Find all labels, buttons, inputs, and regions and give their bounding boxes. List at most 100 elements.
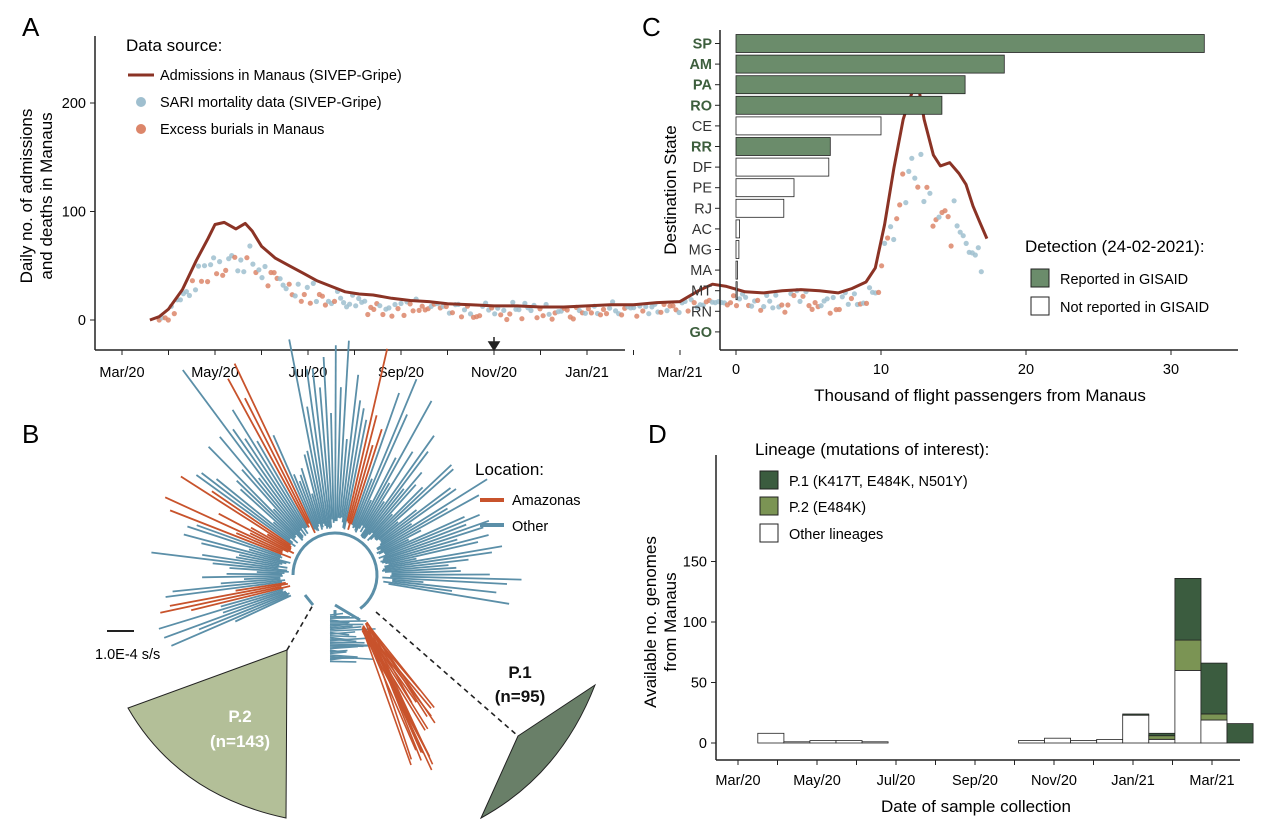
sari-point: [235, 268, 241, 274]
sari-point: [646, 311, 652, 317]
legend-p1-swatch: [759, 470, 779, 490]
tree-branch: [293, 474, 318, 531]
sari-point: [546, 311, 552, 317]
tree-branch: [202, 575, 283, 579]
panel-a-x-tick-label: Sep/20: [378, 365, 424, 381]
sari-point: [492, 311, 498, 317]
sari-point: [277, 276, 283, 282]
sari-point: [963, 240, 969, 246]
tree-branch: [363, 451, 414, 529]
sari-point: [313, 298, 319, 305]
tree-branch: [359, 482, 391, 533]
tree-branch: [300, 467, 320, 525]
state-label-rj: RJ: [694, 201, 712, 217]
tree-branch: [366, 513, 394, 542]
legend-other-lineages-swatch: [759, 523, 779, 543]
panel-label-d: D: [648, 419, 667, 449]
tree-branch: [239, 488, 296, 540]
burial-point: [265, 283, 271, 289]
tree-branch: [379, 522, 413, 546]
state-label-rr: RR: [691, 140, 712, 156]
bar-ma: [735, 260, 738, 280]
tree-branch: [329, 631, 356, 635]
burial-point: [879, 263, 885, 269]
tree-branch: [388, 557, 417, 566]
burial-point: [244, 255, 250, 261]
burial-point: [658, 309, 664, 315]
burial-point: [365, 311, 371, 318]
sari-point: [770, 305, 776, 311]
stacked-bar-segment: [835, 740, 863, 744]
tree-branch: [378, 509, 418, 541]
bar-mt: [735, 281, 738, 301]
stacked-bar-segment: [1070, 740, 1098, 744]
tree-branch: [238, 554, 283, 565]
sari-point: [643, 304, 649, 310]
sari-point: [700, 302, 706, 308]
sari-point: [936, 214, 942, 220]
burial-point: [198, 278, 205, 284]
tree-branch: [235, 532, 283, 554]
tree-branch: [334, 345, 337, 522]
panel-a-y-label-line1: Daily no. of admissions: [17, 109, 36, 284]
sari-point: [610, 299, 616, 305]
burial-point: [809, 306, 815, 312]
sari-point: [906, 168, 912, 174]
legend-reported-swatch: [1030, 268, 1050, 288]
burial-point: [564, 307, 570, 313]
legend-p2-swatch: [759, 496, 779, 516]
panel-d-y-tick-label: 150: [683, 555, 707, 571]
burial-point: [477, 313, 483, 319]
stacked-bar-segment: [1200, 713, 1228, 721]
stacked-bar-segment: [1148, 739, 1176, 744]
sari-point: [954, 223, 960, 229]
tree-branch: [383, 519, 490, 559]
burial-point: [271, 270, 277, 276]
stacked-bar-segment: [1174, 639, 1202, 671]
stacked-bar-segment: [1122, 714, 1150, 744]
sari-point: [736, 296, 743, 302]
tree-branch: [373, 464, 453, 539]
sari-point: [211, 255, 217, 261]
stacked-bar-segment: [1018, 740, 1046, 744]
tree-branch: [329, 641, 365, 644]
legend-amazonas-label: Amazonas: [512, 493, 581, 509]
panel-a-x-tick-label: Jan/21: [565, 365, 609, 381]
tree-branch: [329, 623, 348, 627]
panel-d-legend-title: Lineage (mutations of interest):: [755, 440, 989, 459]
panel-d-y-tick-label: 0: [699, 736, 707, 752]
scale-bar-label: 1.0E-4 s/s: [95, 647, 160, 663]
sari-point: [510, 299, 516, 305]
tree-branch: [220, 588, 284, 608]
burial-point: [640, 308, 646, 314]
tree-branch: [335, 387, 342, 522]
sari-point: [347, 301, 353, 307]
burial-point: [812, 300, 818, 306]
tree-branch: [169, 582, 289, 607]
panel-c-x-tick-label: 30: [1163, 362, 1179, 378]
sari-point: [866, 285, 873, 291]
panel-d-x-label: Date of sample collection: [881, 797, 1071, 816]
sari-point: [292, 293, 298, 299]
stacked-bar-segment: [1044, 737, 1072, 744]
state-label-mt: MT: [691, 284, 712, 300]
panel-d-x-tick-label: Sep/20: [952, 773, 998, 789]
panel-c-chart: 0 10 20 30 SP AM PA RO CE RR DF PE RJ AC MG MA MT RN GO Th…: [661, 30, 1238, 405]
burial-point: [534, 315, 540, 321]
panel-b-tree: P.2 (n=143) P.1 (n=95) 1.0E-4 s/s Locati…: [95, 339, 597, 820]
phylogenetic-tree: [151, 339, 522, 771]
panel-label-a: A: [22, 12, 40, 42]
p1-count: (n=95): [495, 687, 546, 706]
sari-point: [839, 294, 845, 300]
arrow-down-icon: [487, 337, 501, 352]
tree-branch: [329, 645, 358, 650]
sari-point: [310, 280, 316, 286]
tree-branch: [303, 594, 315, 606]
stacked-bar-segment: [1096, 739, 1124, 744]
burial-point: [691, 300, 697, 306]
sari-point: [903, 200, 909, 206]
sari-point: [797, 298, 803, 304]
panel-a-legend-title: Data source:: [126, 36, 222, 55]
tree-branch: [368, 471, 423, 536]
sari-point: [676, 309, 682, 316]
